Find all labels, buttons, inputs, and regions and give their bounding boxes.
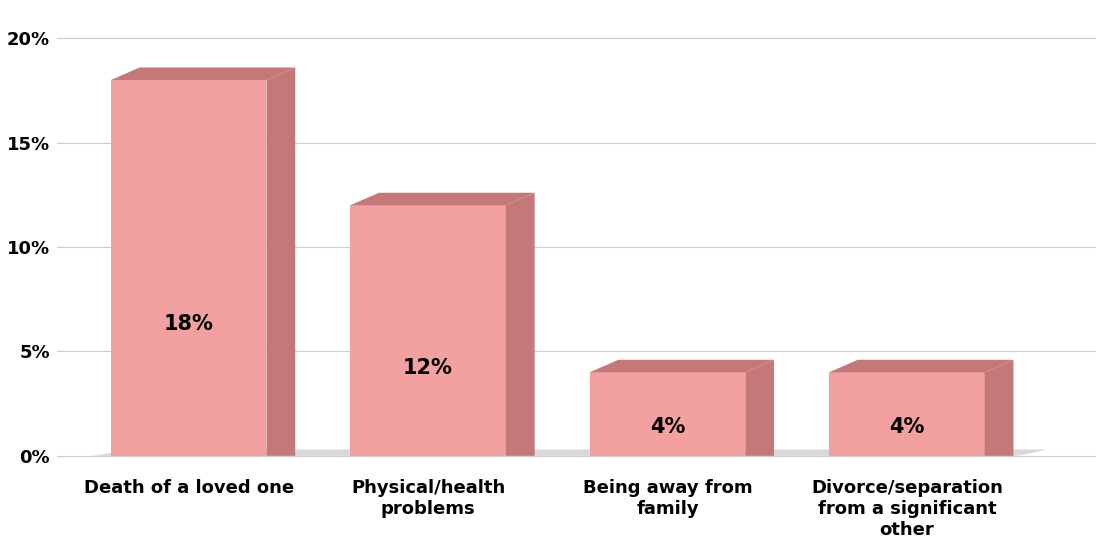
Text: 4%: 4% — [889, 417, 924, 437]
Polygon shape — [829, 360, 1014, 372]
Text: 12%: 12% — [404, 358, 453, 378]
Polygon shape — [111, 80, 267, 456]
Polygon shape — [506, 193, 535, 456]
Polygon shape — [590, 360, 774, 372]
Text: 4%: 4% — [650, 417, 685, 437]
Polygon shape — [985, 360, 1014, 456]
Polygon shape — [746, 360, 774, 456]
Polygon shape — [351, 193, 535, 205]
Polygon shape — [92, 449, 1047, 456]
Polygon shape — [590, 372, 746, 456]
Polygon shape — [829, 372, 985, 456]
Polygon shape — [351, 205, 506, 456]
Polygon shape — [267, 68, 296, 456]
Polygon shape — [111, 68, 296, 80]
Text: 18%: 18% — [163, 314, 214, 334]
